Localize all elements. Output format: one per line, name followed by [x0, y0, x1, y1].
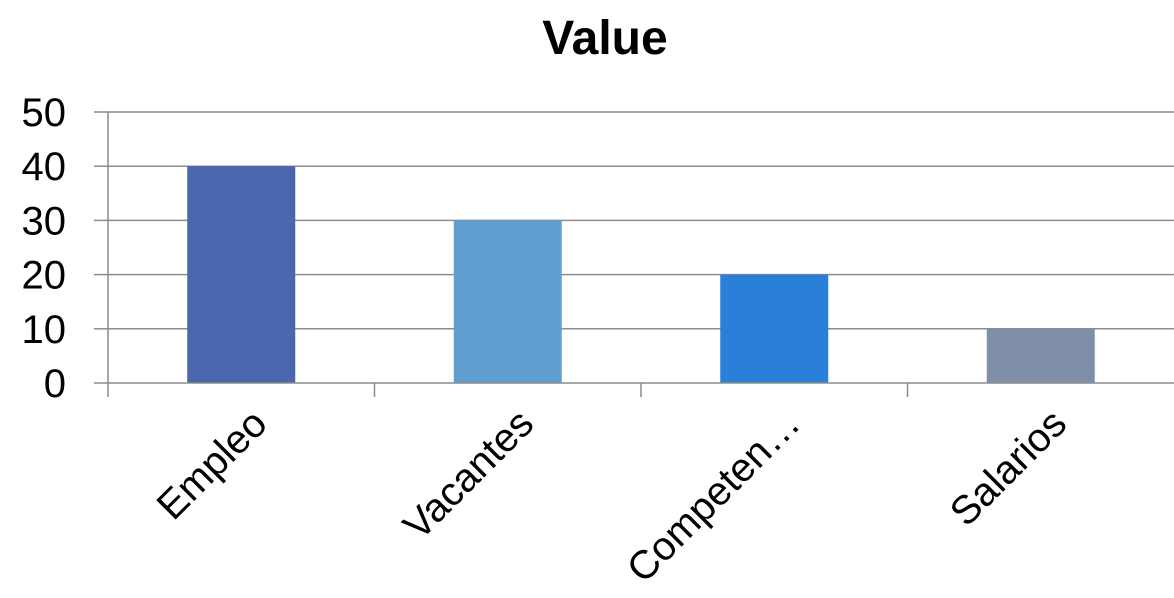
bars — [187, 166, 1095, 383]
y-tick-label: 30 — [22, 199, 67, 243]
x-tick-label: Vacantes — [395, 401, 542, 548]
bar-vacantes — [453, 220, 562, 383]
bar-competen — [720, 274, 829, 383]
y-tick-label: 10 — [22, 308, 67, 352]
y-tick-labels: 0 10 20 30 40 50 — [22, 91, 67, 406]
chart-title: Value — [542, 12, 667, 65]
y-tick-label: 50 — [22, 91, 67, 135]
axes — [107, 112, 1174, 397]
x-tick-label: Salarios — [942, 401, 1075, 534]
x-tick-label: Empleo — [149, 401, 276, 528]
x-tick-label: Competen… — [619, 401, 809, 591]
x-tick-labels: Empleo Vacantes Competen… Salarios — [149, 401, 1076, 591]
bar-empleo — [187, 166, 296, 383]
bar-salarios — [986, 328, 1095, 383]
y-tick-label: 0 — [44, 362, 66, 406]
y-tick-label: 40 — [22, 145, 67, 189]
y-tick-label: 20 — [22, 254, 67, 298]
